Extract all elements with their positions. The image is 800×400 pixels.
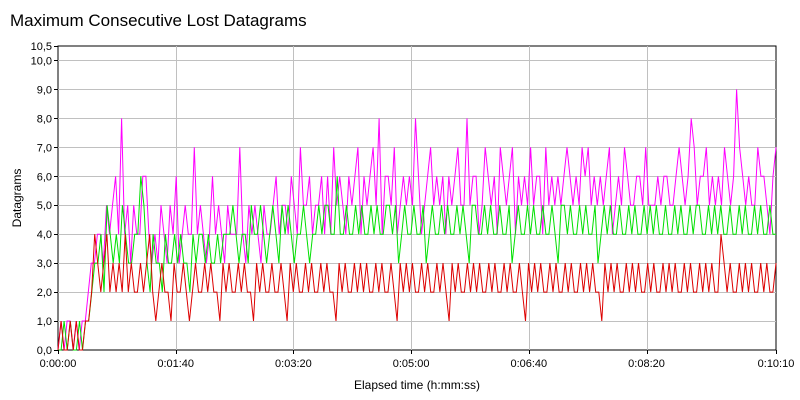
x-tick-label: 0:00:00 xyxy=(40,358,77,370)
y-tick-label: 7,0 xyxy=(37,142,52,154)
x-tick-label: 0:03:20 xyxy=(275,358,312,370)
y-tick-label: 2,0 xyxy=(37,287,52,299)
y-tick-label: 8,0 xyxy=(37,113,52,125)
series-line-2 xyxy=(58,176,776,351)
y-tick-label: 3,0 xyxy=(37,258,52,270)
y-tick-label: 10,0 xyxy=(31,55,52,67)
y-tick-label: 1,0 xyxy=(37,316,52,328)
x-tick-label: 0:05:00 xyxy=(393,358,430,370)
series-lines xyxy=(57,89,777,351)
x-axis-label: Elapsed time (h:mm:ss) xyxy=(354,378,480,392)
x-tick-label: 0:01:40 xyxy=(157,358,194,370)
x-tick-label: 0:08:20 xyxy=(628,358,665,370)
y-tick-label: 10,5 xyxy=(31,41,52,53)
x-axis: 0:00:00 0:01:40 0:03:20 0:05:00 0:06:40 0:08:… xyxy=(40,350,795,370)
y-tick-label: 9,0 xyxy=(37,84,52,96)
y-tick-label: 5,0 xyxy=(37,200,52,212)
plot-area xyxy=(57,45,777,351)
y-axis: 0,0 1,0 2,0 3,0 4,0 5,0 6,0 7,0 8,0 9,0 10,0 10,5 xyxy=(31,41,58,357)
series-line-1 xyxy=(57,89,777,351)
y-tick-label: 6,0 xyxy=(37,171,52,183)
y-tick-label: 0,0 xyxy=(37,345,52,357)
x-tick-label: 0:10:10 xyxy=(758,358,795,370)
chart-title: Maximum Consecutive Lost Datagrams xyxy=(10,11,307,30)
series-line-3 xyxy=(57,234,777,351)
x-tick-label: 0:06:40 xyxy=(510,358,547,370)
y-axis-label: Datagrams xyxy=(10,169,24,228)
y-tick-label: 4,0 xyxy=(37,229,52,241)
